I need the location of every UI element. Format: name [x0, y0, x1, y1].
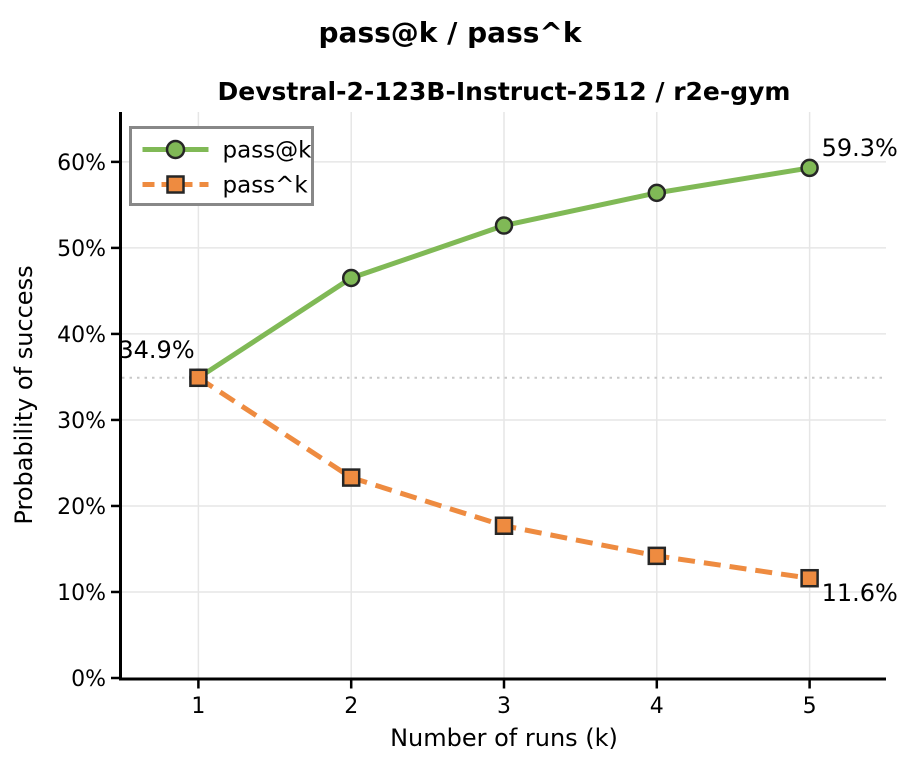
y-tick-label: 50% — [57, 237, 106, 262]
legend-item-label: pass@k — [223, 138, 313, 164]
data-point-circle — [647, 183, 667, 203]
legend-sample-circle-marker — [165, 139, 186, 160]
data-point-square — [647, 546, 667, 566]
x-tick-label: 1 — [191, 694, 205, 719]
x-tick-label: 2 — [344, 694, 358, 719]
y-tick-label: 60% — [57, 151, 106, 176]
y-tick-label: 0% — [71, 667, 106, 692]
axes-layer: 0% 10% 20% 30% 40% 50% 60% 1 2 3 4 5 — [57, 112, 886, 719]
annotations-layer: 34.9% 59.3% 11.6% — [118, 134, 897, 607]
x-tick-label: 5 — [803, 694, 817, 719]
x-tick-label: 4 — [650, 694, 664, 719]
y-axis-label: Probability of success — [10, 265, 38, 524]
data-point-circle — [800, 158, 819, 178]
data-point-circle — [341, 268, 361, 288]
x-axis-label: Number of runs (k) — [390, 724, 618, 752]
chart-title: Devstral-2-123B-Instruct-2512 / r2e-gym — [218, 77, 791, 106]
data-point-square — [341, 468, 361, 487]
figure-suptitle: pass@k / pass^k — [319, 16, 583, 49]
legend-item-label: pass^k — [223, 173, 309, 199]
legend: pass@k pass^k — [129, 126, 314, 206]
point-value-annotation: 11.6% — [822, 579, 898, 607]
data-point-circle — [494, 216, 514, 235]
data-point-square — [494, 516, 514, 535]
point-value-annotation: 59.3% — [822, 134, 898, 162]
legend-box — [129, 126, 314, 206]
data-point-square — [189, 368, 208, 388]
data-point-square — [800, 568, 819, 588]
series-layer — [189, 158, 819, 588]
legend-sample-square-marker — [166, 175, 185, 194]
point-value-annotation: 34.9% — [118, 336, 194, 364]
y-tick-label: 40% — [57, 323, 106, 348]
y-tick-label: 30% — [57, 409, 106, 434]
x-tick-label: 3 — [497, 694, 511, 719]
y-tick-label: 20% — [57, 495, 106, 520]
y-tick-label: 10% — [57, 581, 106, 606]
